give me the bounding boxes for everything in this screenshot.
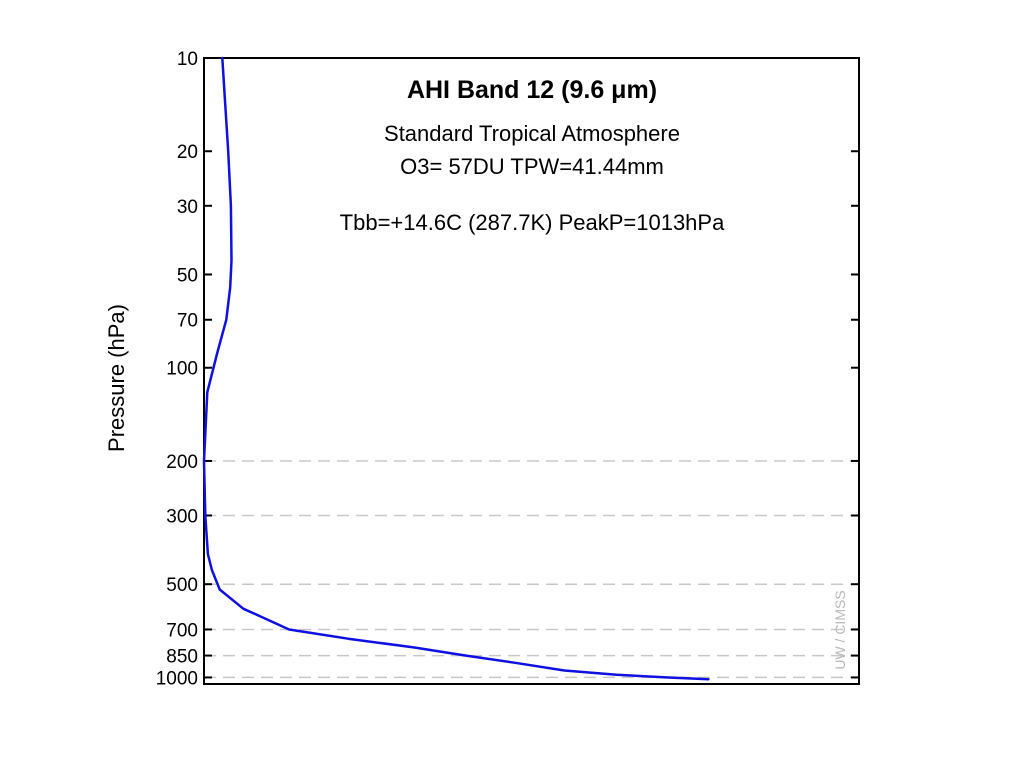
y-tick-label: 500 (166, 575, 198, 596)
y-tick-label: 700 (166, 620, 198, 641)
watermark: UW / CIMSS (832, 590, 848, 669)
weighting-function-line (202, 56, 710, 681)
y-tick-label: 70 (177, 311, 198, 332)
y-tick-label: 50 (177, 265, 198, 286)
y-tick-label: 1000 (156, 668, 198, 689)
y-tick-label: 100 (166, 359, 198, 380)
y-tick-label: 30 (177, 197, 198, 218)
y-tick-label: 850 (166, 647, 198, 668)
series-layer (202, 56, 710, 681)
atmosphere-label: Standard Tropical Atmosphere (384, 121, 680, 146)
chart-title: AHI Band 12 (9.6 μm) (407, 76, 657, 104)
y-tick-label: 200 (166, 452, 198, 473)
plot-frame (203, 57, 860, 685)
y-tick-label: 10 (177, 49, 198, 70)
y-axis-label: Pressure (hPa) (104, 304, 129, 452)
y-tick-label: 300 (166, 506, 198, 527)
brightness-temp-label: Tbb=+14.6C (287.7K) PeakP=1013hPa (340, 210, 725, 235)
ozone-tpw-label: O3= 57DU TPW=41.44mm (400, 154, 664, 179)
gridlines (204, 460, 859, 679)
y-tick-label: 20 (177, 142, 198, 163)
